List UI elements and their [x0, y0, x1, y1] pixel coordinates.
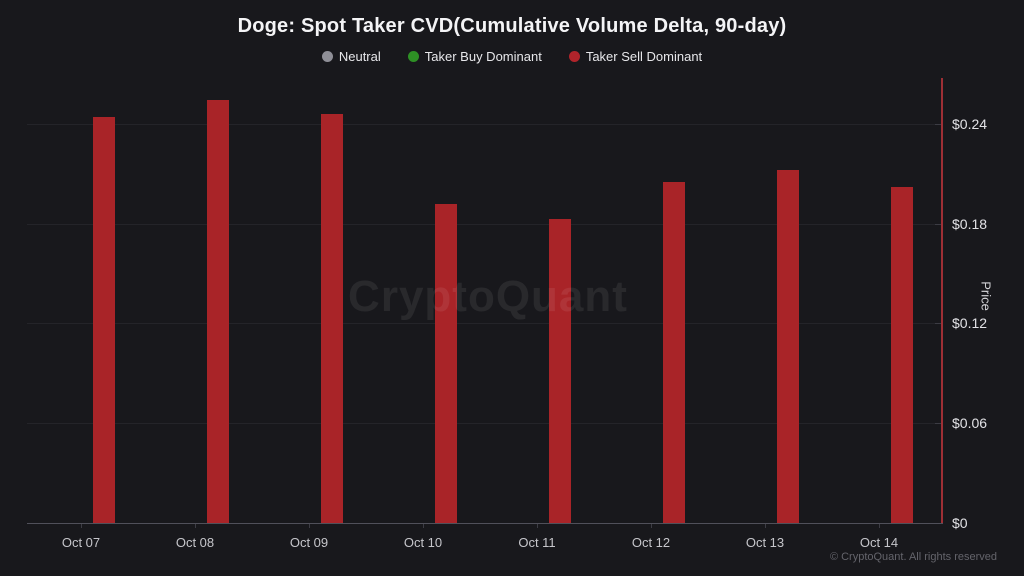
x-axis-tick [651, 524, 652, 528]
legend-dot-icon [568, 51, 580, 62]
legend-label: Neutral [338, 49, 381, 64]
x-tick-label: Oct 10 [403, 535, 443, 550]
x-tick-label: Oct 09 [289, 535, 329, 550]
y-axis-line [941, 78, 943, 523]
legend-item-taker-buy-dominant[interactable]: Taker Buy Dominant [407, 49, 542, 64]
chart-title: Doge: Spot Taker CVD(Cumulative Volume D… [237, 15, 787, 37]
x-axis-tick [423, 524, 424, 528]
x-axis-tick [81, 524, 82, 528]
copyright-text: © CryptoQuant. All rights reserved [829, 551, 997, 563]
bar-oct-12[interactable] [663, 181, 685, 523]
x-tick-label: Oct 11 [518, 535, 556, 550]
gridline [27, 224, 941, 225]
x-axis-tick [309, 524, 310, 528]
x-tick-label: Oct 12 [631, 535, 671, 550]
y-axis-tick [935, 224, 941, 225]
y-axis-title: Price [978, 281, 994, 311]
x-axis-line [27, 523, 943, 524]
bar-oct-14[interactable] [891, 186, 913, 523]
y-tick-label: $0.12 [952, 315, 988, 331]
legend: Neutral Taker Buy Dominant Taker Sell Domi… [0, 49, 1024, 64]
gridline [27, 323, 941, 324]
y-tick-label: $0.24 [952, 116, 988, 132]
x-tick-label: Oct 13 [745, 535, 785, 550]
x-axis-tick [765, 524, 766, 528]
x-tick-label: Oct 07 [61, 535, 101, 550]
legend-label: Taker Sell Dominant [585, 49, 703, 64]
gridline [27, 423, 941, 424]
y-axis-tick [935, 423, 941, 424]
legend-item-taker-sell-dominant[interactable]: Taker Sell Dominant [568, 49, 703, 64]
gridline [27, 124, 941, 125]
x-tick-label: Oct 08 [175, 535, 215, 550]
bar-oct-10[interactable] [435, 203, 457, 523]
legend-item-neutral[interactable]: Neutral [321, 49, 381, 64]
y-tick-label: $0.18 [952, 216, 988, 232]
bar-oct-08[interactable] [207, 100, 229, 523]
bar-oct-13[interactable] [777, 170, 799, 523]
bar-oct-07[interactable] [93, 117, 115, 523]
x-tick-label: Oct 14 [859, 535, 899, 550]
x-axis-tick [195, 524, 196, 528]
bar-oct-09[interactable] [321, 113, 343, 523]
y-axis-tick [935, 124, 941, 125]
x-axis-tick [537, 524, 538, 528]
y-tick-label: $0.06 [952, 415, 988, 431]
bar-oct-11[interactable] [549, 218, 571, 523]
y-tick-label: $0 [952, 515, 968, 531]
legend-label: Taker Buy Dominant [424, 49, 542, 64]
legend-dot-icon [407, 51, 419, 62]
y-axis-tick [935, 323, 941, 324]
legend-dot-icon [321, 51, 333, 62]
x-axis-tick [879, 524, 880, 528]
